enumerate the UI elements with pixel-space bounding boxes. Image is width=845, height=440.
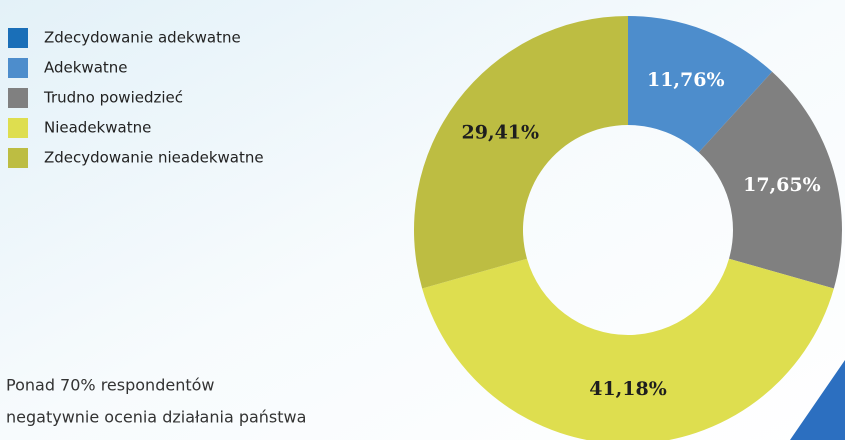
value-label: 29,41%: [462, 122, 540, 144]
donut-slice: [422, 258, 834, 440]
legend-label: Zdecydowanie adekwatne: [44, 29, 241, 47]
corner-decoration: [790, 360, 845, 440]
value-label: 17,65%: [743, 174, 821, 196]
legend-label: Adekwatne: [44, 59, 128, 77]
value-label: 41,18%: [589, 378, 667, 400]
legend-swatch: [8, 148, 28, 168]
legend-swatch: [8, 88, 28, 108]
value-label: 11,76%: [647, 69, 725, 91]
donut-slice: [628, 16, 773, 153]
donut-slice: [414, 16, 628, 289]
legend-label: Trudno powiedzieć: [43, 89, 183, 107]
legend-swatch: [8, 28, 28, 48]
donut-slice: [698, 71, 842, 289]
legend-swatch: [8, 58, 28, 78]
legend-label: Zdecydowanie nieadekwatne: [44, 149, 264, 167]
legend-label: Nieadekwatne: [44, 119, 151, 137]
legend-swatch: [8, 118, 28, 138]
annotation: negatywnie ocenia działania państwa: [6, 408, 306, 427]
annotation: Ponad 70% respondentów: [6, 376, 214, 395]
